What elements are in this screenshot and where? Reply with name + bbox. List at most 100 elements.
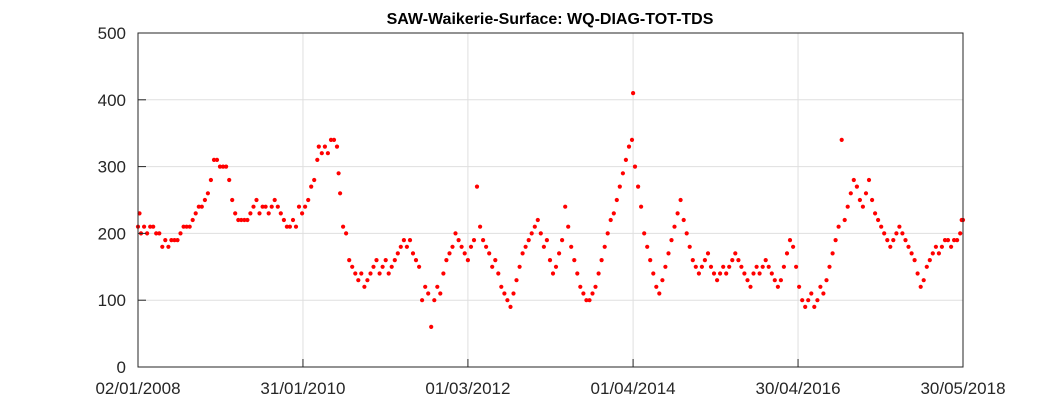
data-point: [721, 264, 726, 269]
data-point: [325, 151, 330, 156]
data-point: [251, 204, 256, 209]
data-point: [413, 258, 419, 263]
data-point: [547, 258, 553, 263]
data-point: [708, 264, 714, 269]
data-point: [487, 251, 492, 256]
data-point: [654, 284, 659, 289]
data-point: [456, 238, 461, 243]
data-point: [508, 304, 513, 309]
data-point: [775, 284, 781, 289]
data-point: [885, 238, 890, 243]
data-point: [468, 244, 474, 249]
data-point: [281, 217, 286, 223]
data-point: [915, 271, 920, 276]
data-point: [639, 204, 644, 209]
data-point: [432, 298, 437, 303]
data-point: [426, 291, 431, 296]
data-point: [344, 231, 349, 236]
data-point: [471, 238, 477, 243]
data-point: [696, 271, 702, 276]
data-point: [478, 224, 483, 229]
data-point: [309, 184, 314, 189]
data-point: [900, 231, 905, 236]
data-point: [154, 231, 159, 236]
data-point: [857, 197, 863, 203]
data-point: [365, 278, 370, 283]
data-point: [563, 204, 568, 209]
data-point: [172, 238, 177, 243]
data-point: [912, 258, 917, 263]
data-point: [284, 224, 289, 229]
data-point: [221, 164, 226, 169]
y-tick-label: 500: [98, 24, 126, 43]
data-point: [236, 217, 241, 223]
data-point: [392, 258, 397, 263]
data-point: [511, 291, 516, 296]
data-point: [848, 191, 853, 196]
data-point: [909, 251, 914, 256]
x-tick-label: 02/01/2008: [95, 379, 180, 398]
data-point: [836, 224, 841, 229]
data-point: [214, 157, 220, 162]
data-point: [693, 264, 698, 269]
y-tick-label: 400: [98, 91, 126, 110]
data-point: [669, 238, 674, 243]
data-point: [620, 171, 626, 176]
data-point: [608, 217, 613, 223]
data-point: [711, 271, 717, 276]
plot-frame: [137, 32, 964, 368]
data-point: [632, 164, 638, 169]
data-point: [882, 231, 887, 236]
data-point: [227, 177, 232, 183]
data-point: [727, 264, 732, 269]
data-point: [142, 224, 147, 229]
data-point: [502, 291, 507, 296]
data-point: [596, 271, 601, 276]
data-point: [312, 177, 317, 183]
data-point: [678, 197, 683, 203]
data-point: [769, 271, 774, 276]
data-point: [529, 231, 534, 236]
data-point: [560, 238, 565, 243]
axis-labels: 0 100 200 300 400 500 02/01/2008 31/01/2010 01/0…: [95, 24, 1005, 398]
data-point: [300, 211, 305, 216]
data-point: [316, 144, 321, 149]
data-point: [410, 251, 416, 256]
data-point: [839, 137, 844, 142]
data-point: [296, 204, 302, 209]
data-point: [148, 224, 153, 229]
y-tick-label: 300: [98, 158, 126, 177]
data-point: [772, 278, 777, 283]
data-point: [648, 258, 653, 263]
data-point: [815, 298, 820, 303]
data-point: [353, 271, 358, 276]
data-point: [575, 271, 580, 276]
data-point: [557, 251, 562, 256]
data-point: [163, 238, 168, 243]
data-point: [230, 197, 235, 203]
data-point: [383, 258, 388, 263]
data-point: [278, 211, 283, 216]
data-point: [395, 251, 400, 256]
data-point: [429, 324, 434, 329]
data-point: [672, 224, 677, 229]
data-point: [190, 217, 195, 223]
data-point: [705, 251, 711, 256]
data-point: [242, 217, 247, 223]
data-point: [809, 291, 814, 296]
data-point: [599, 258, 604, 263]
data-point: [275, 204, 280, 209]
data-point: [196, 204, 201, 209]
data-point: [359, 271, 364, 276]
data-point: [860, 204, 866, 209]
data-point: [459, 244, 464, 249]
data-point: [569, 244, 574, 249]
data-point: [272, 197, 277, 203]
data-point: [151, 224, 156, 229]
data-point: [687, 244, 692, 249]
data-point: [781, 264, 787, 269]
data-point: [584, 298, 589, 303]
data-point: [377, 271, 382, 276]
data-point: [803, 304, 808, 309]
